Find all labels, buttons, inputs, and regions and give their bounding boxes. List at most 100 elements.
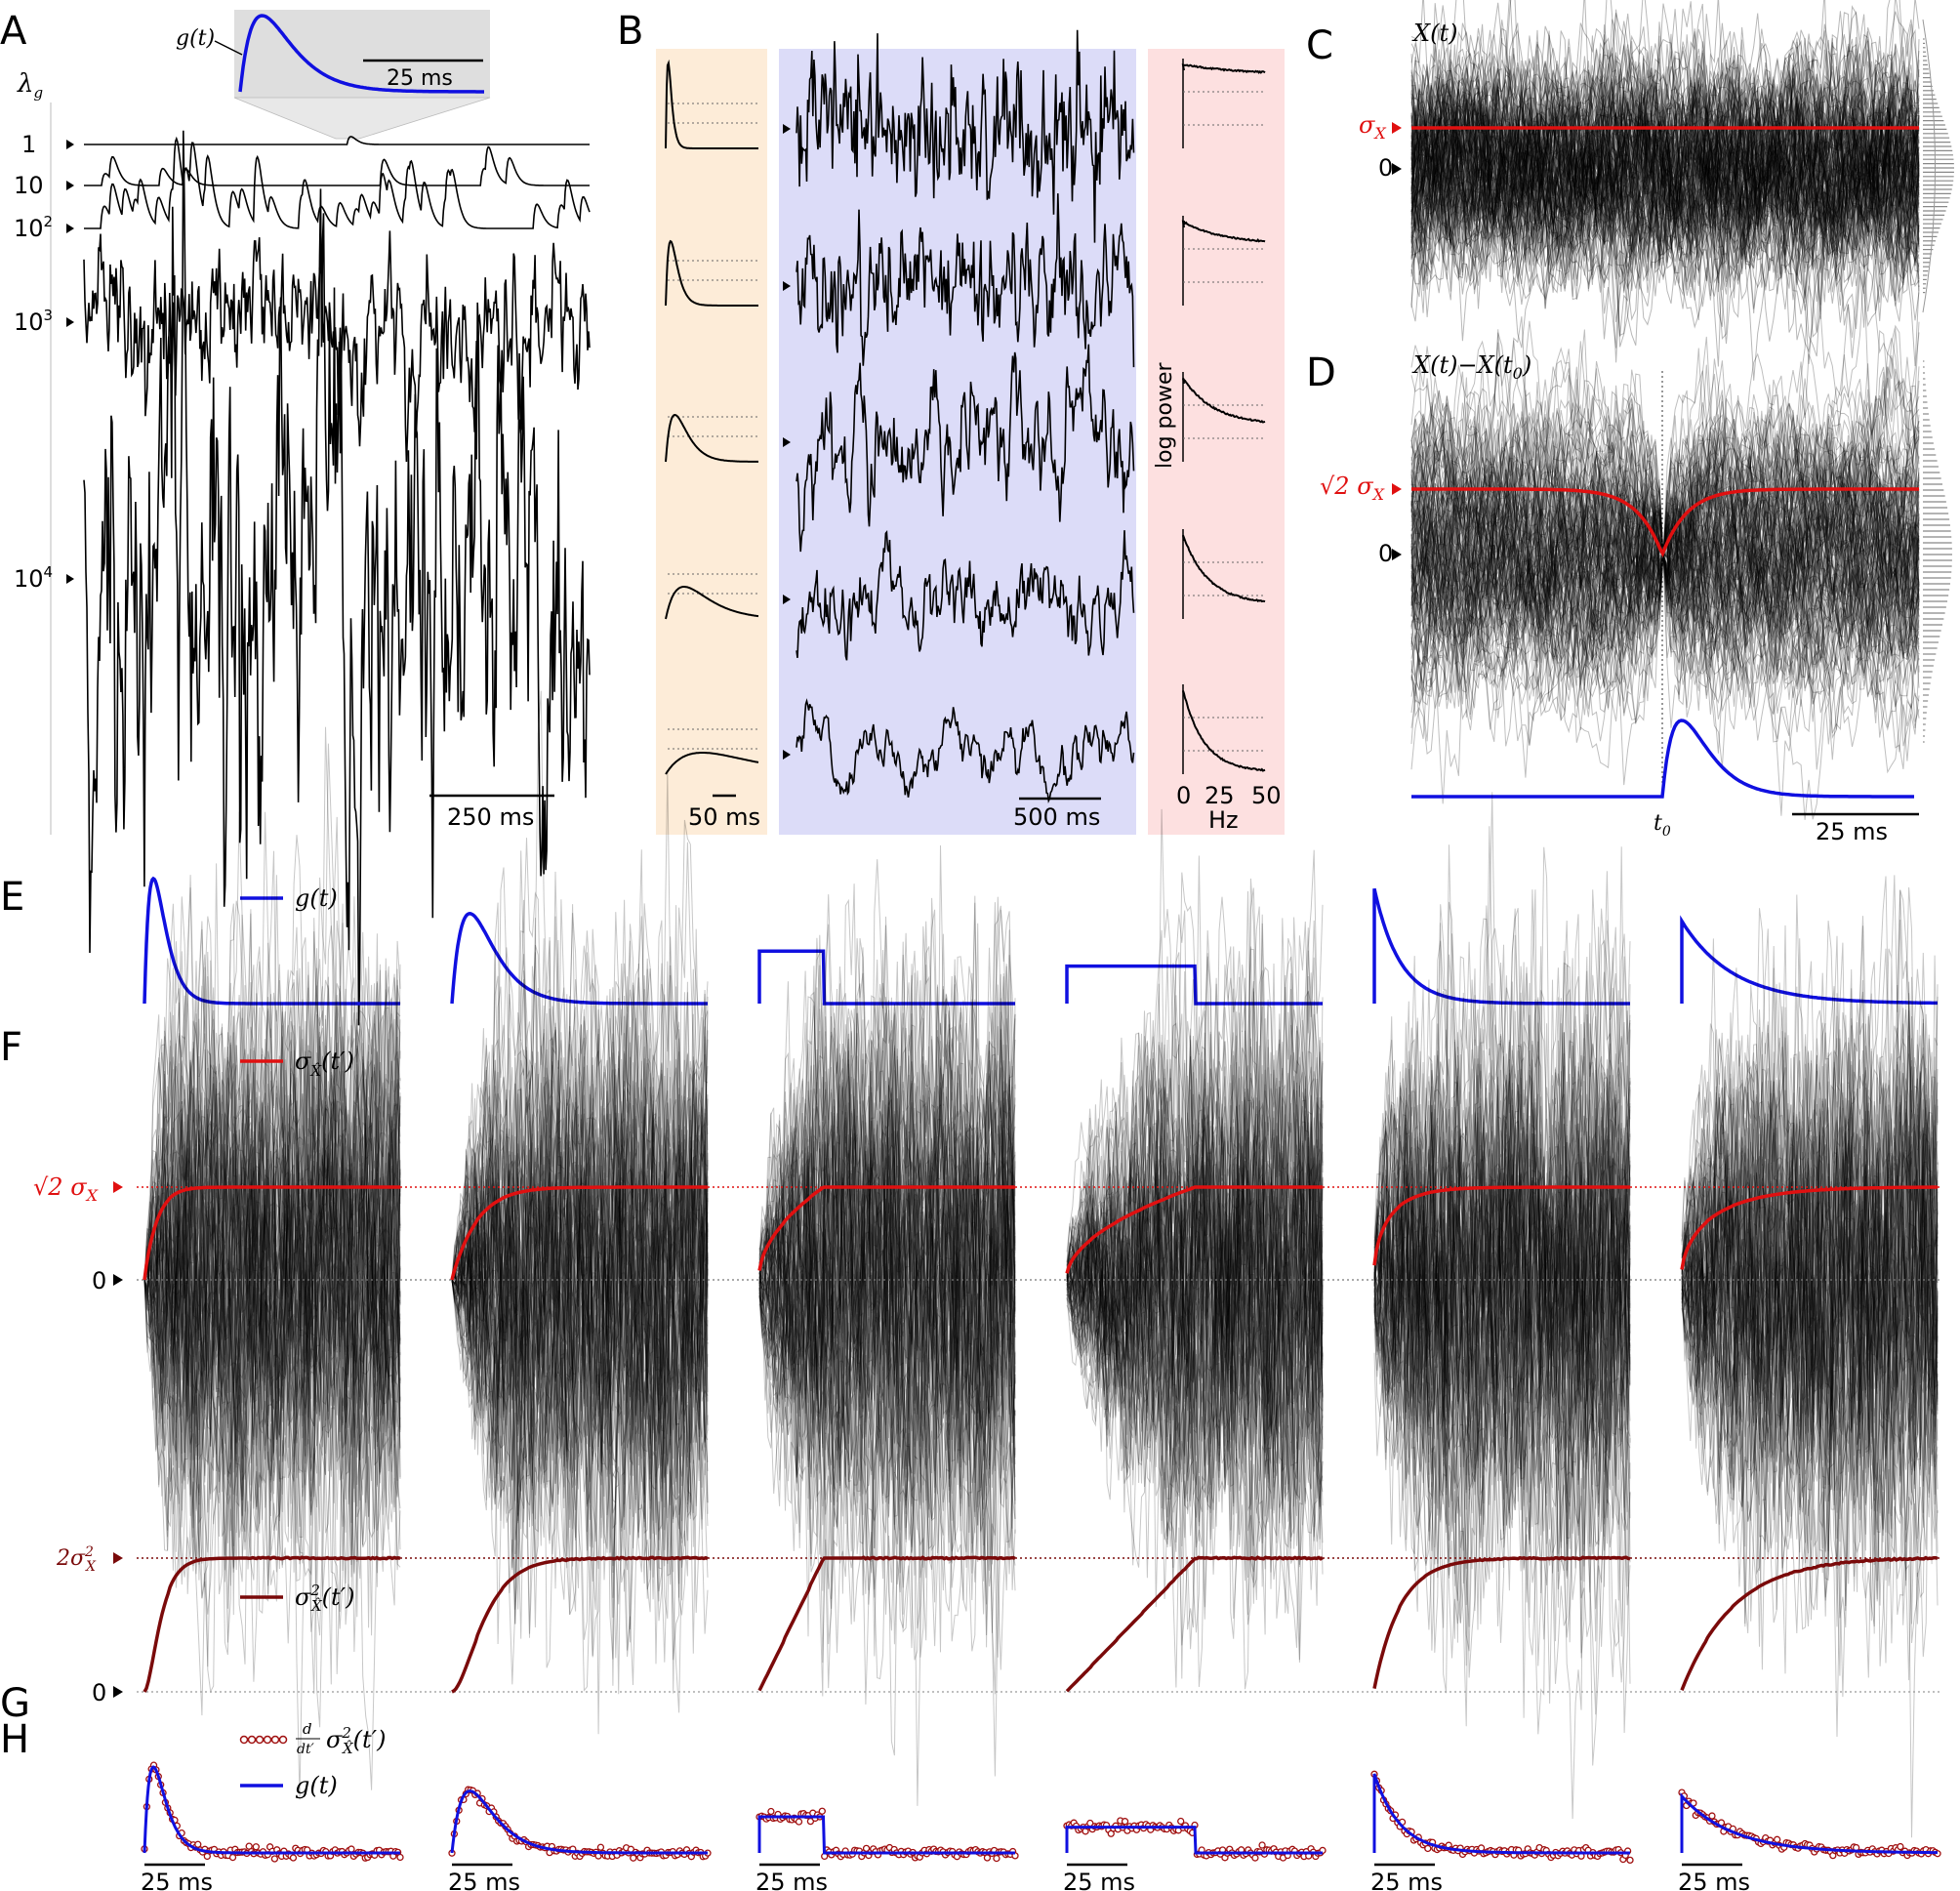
trace-f-0-25 xyxy=(143,1040,401,1527)
kernel-column-bg xyxy=(656,49,767,835)
trace-f-0-70 xyxy=(143,940,401,1529)
trace-c-71 xyxy=(1410,90,1920,285)
trace-f-4-35 xyxy=(1373,979,1631,1587)
trace-curve-1 xyxy=(796,193,1135,368)
trace-f-1-78 xyxy=(451,1053,709,1515)
trace-c-43 xyxy=(1410,66,1920,259)
trace-d-48 xyxy=(1410,270,1920,575)
trace-f-3-75 xyxy=(1066,1031,1324,1537)
trace-f-3-57 xyxy=(1066,951,1324,1478)
trace-d-96 xyxy=(1410,477,1920,734)
panel-d-scalebar-label: 25 ms xyxy=(1816,818,1888,845)
panel-f-legend-label: σX̂(t′) xyxy=(295,1048,354,1080)
sigma-f-1 xyxy=(450,1185,708,1281)
deriv-point-4-46 xyxy=(1477,1844,1486,1852)
trace-f-4-69 xyxy=(1373,1059,1631,1487)
trace-d-34 xyxy=(1410,417,1920,613)
trace-f-5-35 xyxy=(1681,1107,1939,1630)
trace-f-0-59 xyxy=(143,941,401,1539)
trace-d-25 xyxy=(1410,332,1920,590)
trace-f-3-33 xyxy=(1066,1032,1324,1540)
trace-f-0-41 xyxy=(143,942,401,1555)
trace-d-94 xyxy=(1410,503,1920,747)
trace-c-124 xyxy=(1410,41,1920,295)
trace-d-119 xyxy=(1410,456,1920,656)
trace-f-1-51 xyxy=(451,974,709,1539)
trace-d-112 xyxy=(1410,424,1920,700)
lambda-value-0: 1 xyxy=(21,131,36,158)
trace-f-2-9 xyxy=(758,973,1016,1482)
deriv-point-0-89 xyxy=(347,1845,355,1853)
trace-f-4-13 xyxy=(1373,946,1631,1517)
spectrum-curve-1 xyxy=(1181,220,1266,243)
trace-f-3-34 xyxy=(1066,1006,1324,1475)
trace-f-1-2 xyxy=(451,1009,709,1620)
trace-d-60 xyxy=(1410,495,1920,719)
trace-d-4 xyxy=(1410,483,1920,747)
trace-f-1-12 xyxy=(451,1054,709,1589)
trace-f-3-45 xyxy=(1066,1032,1324,1523)
trace-f-2-11 xyxy=(758,998,1016,1478)
trace-f-3-60 xyxy=(1066,1054,1324,1500)
trace-f-4-54 xyxy=(1373,992,1631,1643)
trace-f-1-27 xyxy=(451,902,709,1610)
trace-c-20 xyxy=(1410,33,1920,292)
trace-c-107 xyxy=(1410,57,1920,269)
trace-d-98 xyxy=(1410,396,1920,610)
trace-marker-2 xyxy=(66,224,74,233)
trace-f-0-17 xyxy=(143,928,401,1496)
kernel-curve-4 xyxy=(665,752,759,775)
trace-f-4-27 xyxy=(1373,1081,1631,1642)
trace-f-4-87 xyxy=(1373,826,1631,1624)
trace-f-1-67 xyxy=(451,961,709,1634)
trace-f-2-3 xyxy=(758,910,1016,1515)
trace-f-4-51 xyxy=(1373,988,1631,1705)
trace-f-5-83 xyxy=(1681,1057,1939,1621)
trace-c-123 xyxy=(1410,63,1920,318)
trace-f-0-38 xyxy=(143,1132,401,1728)
deriv-point-4-23 xyxy=(1424,1844,1432,1853)
kernel-curve-2 xyxy=(665,413,758,463)
panel-letter-f: F xyxy=(0,1025,22,1070)
trace-c-115 xyxy=(1410,0,1920,302)
trace-f-1-81 xyxy=(451,913,709,1616)
trace-f-3-8 xyxy=(1066,923,1324,1688)
panel-h-legend-frac-num: d xyxy=(303,1720,312,1738)
trace-f-0-46 xyxy=(143,1041,401,1562)
panel-b-kernels xyxy=(665,59,759,775)
trace-f-2-65 xyxy=(758,1029,1016,1657)
trace-c-34 xyxy=(1410,84,1920,309)
trace-marker-1 xyxy=(66,181,74,190)
trace-c-70 xyxy=(1410,71,1920,353)
panel-f-sqrt2-marker xyxy=(113,1181,123,1193)
trace-d-66 xyxy=(1410,532,1920,774)
trace-c-68 xyxy=(1410,49,1920,287)
trace-c-8 xyxy=(1410,5,1920,294)
trace-f-2-79 xyxy=(758,1036,1016,1531)
panel-f: F σX̂(t′) √2 σX 0 xyxy=(0,690,1940,1838)
trace-f-4-43 xyxy=(1373,950,1631,1684)
trace-f-4-20 xyxy=(1373,933,1631,1637)
panel-letter-b: B xyxy=(617,9,643,54)
trace-c-27 xyxy=(1410,13,1920,309)
trace-c-97 xyxy=(1410,76,1920,327)
trace-f-3-43 xyxy=(1066,995,1324,1589)
panel-b-traces xyxy=(783,29,1135,803)
trace-d-57 xyxy=(1410,391,1920,703)
trace-c-130 xyxy=(1410,69,1920,330)
trace-c-40 xyxy=(1410,99,1920,282)
deriv-point-0-38 xyxy=(228,1853,237,1862)
deriv-point-3-25 xyxy=(1121,1818,1129,1826)
trace-f-4-8 xyxy=(1373,999,1631,1727)
trace-f-3-15 xyxy=(1066,1056,1324,1604)
trace-f-0-55 xyxy=(143,969,401,1482)
trace-f-0-54 xyxy=(143,937,401,1643)
trace-c-49 xyxy=(1410,29,1920,294)
panel-e-kernels xyxy=(143,876,1938,1006)
trace-f-4-25 xyxy=(1373,965,1631,1637)
trace-f-2-43 xyxy=(758,1004,1016,1806)
kernel-scalebar-label: 50 ms xyxy=(688,803,760,831)
trace-f-5-39 xyxy=(1681,967,1939,1542)
trace-f-2-46 xyxy=(758,956,1016,1504)
trace-f-0-64 xyxy=(143,948,401,1543)
